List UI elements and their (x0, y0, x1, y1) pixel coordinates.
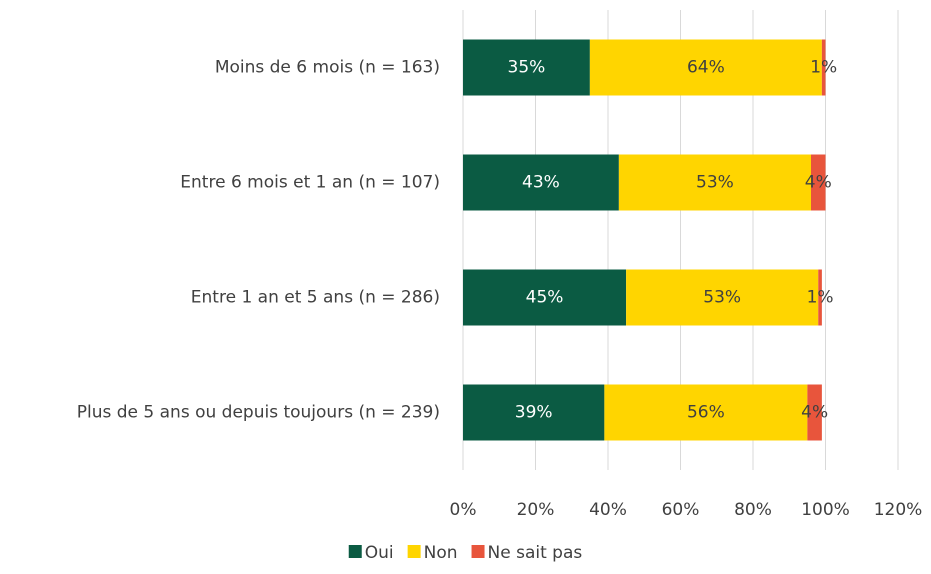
legend-label: Non (424, 543, 458, 563)
bar-segment (618, 154, 811, 211)
x-tick-label: 120% (874, 500, 923, 520)
bar-segment (818, 269, 822, 326)
data-label: 1% (807, 288, 834, 308)
data-label: 53% (696, 173, 734, 193)
legend-swatch (348, 545, 362, 558)
bar-segment (807, 384, 822, 441)
x-tick-label: 60% (662, 500, 700, 520)
legend-label: Oui (365, 543, 394, 563)
data-label: 39% (515, 403, 553, 423)
legend-swatch (471, 545, 485, 558)
data-label: 1% (810, 58, 837, 78)
bar-segment (463, 384, 605, 441)
y-tick-label: Moins de 6 mois (n = 163) (215, 58, 440, 78)
legend-label: Ne sait pas (488, 543, 583, 563)
bar-segment (626, 269, 819, 326)
bar-segment (463, 154, 619, 211)
data-label: 4% (805, 173, 832, 193)
bar-segment (589, 39, 822, 96)
x-tick-label: 40% (589, 500, 627, 520)
data-label: 53% (703, 288, 741, 308)
data-label: 43% (522, 173, 560, 193)
y-tick-label: Plus de 5 ans ou depuis toujours (n = 23… (77, 403, 440, 423)
bar-segment (604, 384, 808, 441)
data-label: 35% (508, 58, 546, 78)
x-tick-label: 20% (517, 500, 555, 520)
bar-segment (463, 269, 627, 326)
data-label: 4% (801, 403, 828, 423)
data-label: 45% (526, 288, 564, 308)
legend-swatch (407, 545, 421, 558)
x-tick-label: 80% (734, 500, 772, 520)
data-label: 64% (687, 58, 725, 78)
x-tick-label: 0% (450, 500, 477, 520)
x-tick-label: 100% (801, 500, 850, 520)
y-tick-label: Entre 1 an et 5 ans (n = 286) (191, 288, 440, 308)
data-label: 56% (687, 403, 725, 423)
bar-segment (821, 39, 826, 96)
bar-segment (463, 39, 590, 96)
bar-segment (811, 154, 826, 211)
y-tick-label: Entre 6 mois et 1 an (n = 107) (180, 173, 440, 193)
